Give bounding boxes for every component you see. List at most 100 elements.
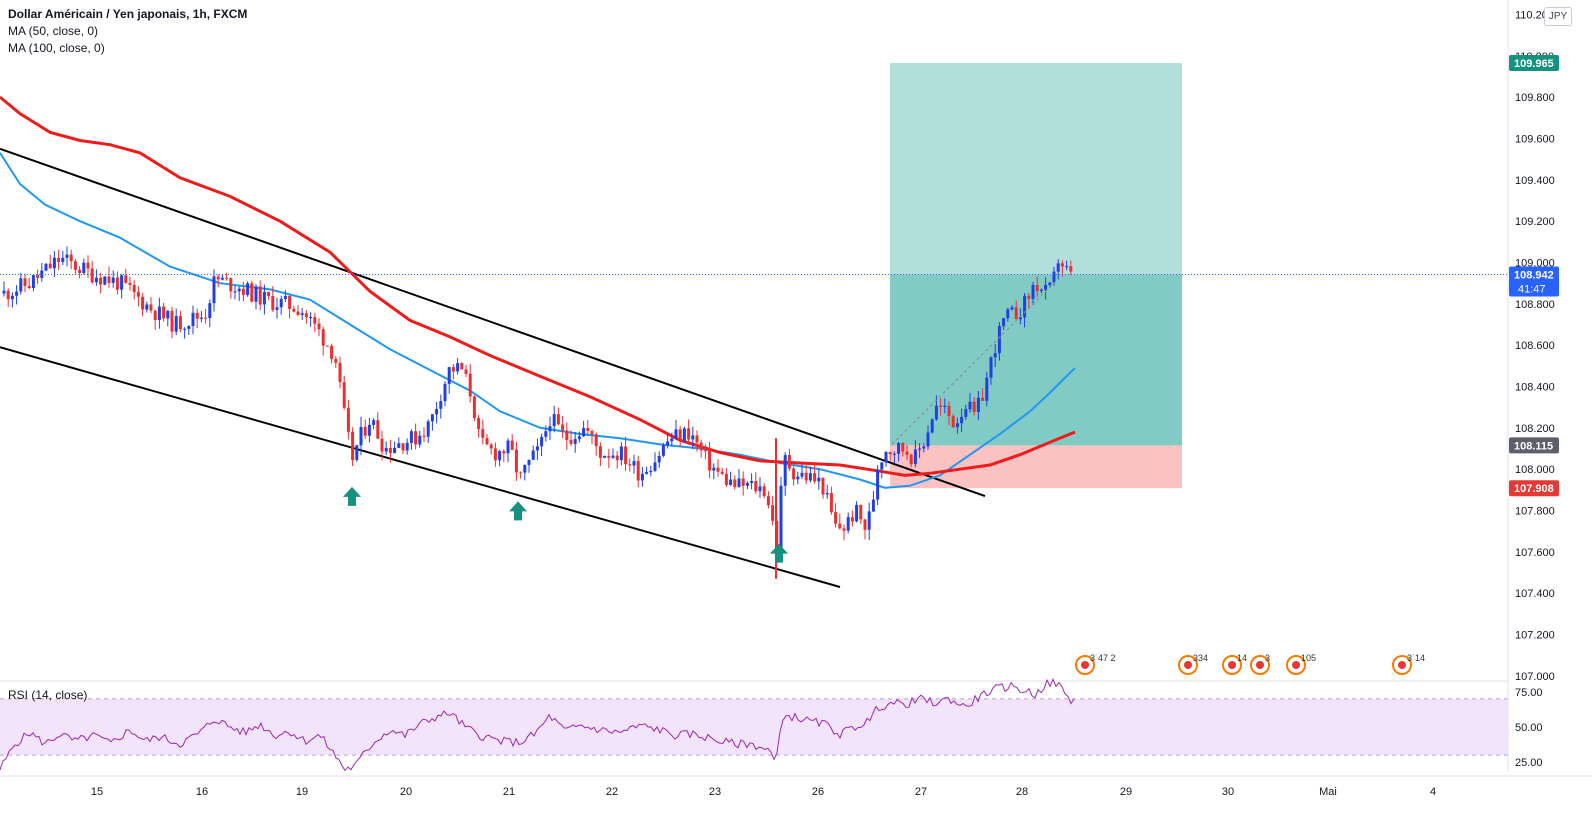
candle-body xyxy=(48,263,52,269)
event-flag-icon[interactable]: 105 xyxy=(1286,653,1316,675)
candle xyxy=(376,412,380,439)
event-flag-icon[interactable]: 14 xyxy=(1222,653,1247,675)
candle-body xyxy=(267,291,271,297)
stop-zone xyxy=(890,445,1182,489)
candle-body xyxy=(708,450,712,471)
event-icons: 3˙47 2 334 14 3 105 3˙14 xyxy=(1075,653,1425,675)
candle-body xyxy=(796,476,800,480)
candle-body xyxy=(15,291,19,296)
candle xyxy=(1031,281,1035,306)
candle-body xyxy=(825,493,829,495)
candle xyxy=(724,468,728,487)
event-flag-icon[interactable]: 334 xyxy=(1178,653,1208,675)
candle xyxy=(136,286,140,307)
candle xyxy=(603,455,607,458)
candle-body xyxy=(666,441,670,446)
rsi-line xyxy=(0,678,1075,772)
candle-body xyxy=(615,455,619,461)
candle-body xyxy=(27,286,31,288)
candle-body xyxy=(892,453,896,455)
candle-body xyxy=(300,313,304,315)
candle-body xyxy=(107,276,111,283)
candle xyxy=(61,250,65,265)
candle-body xyxy=(258,286,262,305)
candle xyxy=(40,262,44,282)
candle-body xyxy=(233,291,237,293)
candle xyxy=(1056,259,1060,280)
rsi-band xyxy=(0,698,1508,756)
candle xyxy=(493,442,497,467)
candle xyxy=(225,272,229,281)
candle-body xyxy=(418,435,422,445)
candle xyxy=(1048,282,1052,287)
channel-line-0 xyxy=(0,147,986,497)
candle-body xyxy=(863,519,867,530)
candle-body xyxy=(401,443,405,451)
candle xyxy=(430,414,434,431)
candle-body xyxy=(565,430,569,440)
candle-body xyxy=(712,467,716,471)
moving-averages xyxy=(0,95,1076,489)
candle-body xyxy=(859,504,863,520)
candle-body xyxy=(695,435,699,443)
event-flag-icon[interactable]: 3˙14 xyxy=(1392,653,1425,675)
candle-body xyxy=(1044,284,1048,290)
candle-body xyxy=(716,467,720,472)
candle xyxy=(124,268,128,284)
time-tick-label: 29 xyxy=(1120,786,1132,798)
candle-body xyxy=(195,312,199,319)
candle-body xyxy=(754,481,758,492)
candle-body xyxy=(1027,295,1031,299)
event-label: 105 xyxy=(1301,653,1316,663)
time-tick-label: 27 xyxy=(915,786,927,798)
channel-line-1 xyxy=(0,346,841,588)
candle xyxy=(443,381,447,407)
candle-body xyxy=(636,461,640,481)
candle-body xyxy=(44,263,48,271)
candle-body xyxy=(997,326,1001,354)
candle xyxy=(867,502,871,540)
candle xyxy=(598,442,602,467)
candle-body xyxy=(804,472,808,481)
candle-body xyxy=(1014,307,1018,320)
candle-body xyxy=(762,486,766,497)
candle xyxy=(934,395,938,421)
candle-body xyxy=(296,311,300,315)
candle-body xyxy=(124,275,128,283)
candle xyxy=(279,295,283,315)
candle xyxy=(409,429,413,450)
event-flag-icon[interactable]: 3 xyxy=(1250,653,1270,675)
candle xyxy=(229,277,233,299)
rsi-legend: RSI (14, close) xyxy=(8,688,88,702)
candle-body xyxy=(477,418,481,429)
event-label: 14 xyxy=(1237,653,1247,663)
candle xyxy=(720,467,724,476)
time-tick-label: 26 xyxy=(812,786,824,798)
candle xyxy=(1010,305,1014,311)
candle xyxy=(531,445,535,460)
candle-body xyxy=(993,353,997,358)
candle-body xyxy=(682,428,686,441)
currency-button[interactable]: JPY xyxy=(1544,7,1572,26)
time-tick-label: 15 xyxy=(91,786,103,798)
candle xyxy=(426,419,430,443)
candle-body xyxy=(464,369,468,374)
candle-body xyxy=(342,382,346,408)
candle xyxy=(712,463,716,480)
event-flag-icon[interactable]: 3˙47 2 xyxy=(1075,653,1116,675)
candle xyxy=(649,465,653,477)
event-label: 334 xyxy=(1193,653,1208,663)
candle-body xyxy=(170,310,174,332)
candle-body xyxy=(2,290,6,294)
candle-body xyxy=(502,451,506,454)
candle-body xyxy=(905,451,909,455)
target-zone xyxy=(890,63,1182,446)
candle-body xyxy=(934,405,938,420)
event-dot xyxy=(1184,661,1192,669)
candle xyxy=(955,417,959,434)
candle-body xyxy=(1023,295,1027,318)
candle-body xyxy=(968,401,972,410)
price-tick-label: 108.600 xyxy=(1515,340,1555,352)
candle xyxy=(237,286,241,301)
